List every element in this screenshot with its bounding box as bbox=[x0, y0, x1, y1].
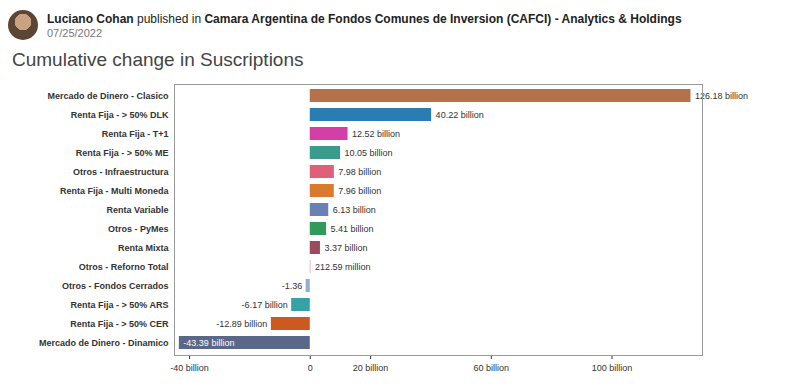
svg-text:Renta Fija - > 50% CER: Renta Fija - > 50% CER bbox=[70, 319, 169, 329]
svg-text:212.59 million: 212.59 million bbox=[315, 262, 371, 272]
svg-text:12.52 billion: 12.52 billion bbox=[352, 129, 400, 139]
svg-text:100 billion: 100 billion bbox=[592, 363, 633, 373]
svg-text:20 billion: 20 billion bbox=[353, 363, 389, 373]
svg-text:-40 billion: -40 billion bbox=[170, 363, 209, 373]
svg-text:7.98 billion: 7.98 billion bbox=[338, 167, 381, 177]
svg-text:Renta Fija - > 50% DLK: Renta Fija - > 50% DLK bbox=[71, 110, 169, 120]
svg-text:-1.36: -1.36 bbox=[282, 281, 303, 291]
svg-text:Renta Fija - Multi Moneda: Renta Fija - Multi Moneda bbox=[60, 186, 169, 196]
svg-text:-6.17 billion: -6.17 billion bbox=[242, 300, 288, 310]
svg-text:6.13 billion: 6.13 billion bbox=[333, 205, 376, 215]
html-text:Luciano Cohan published in Cam: Luciano Cohan published in Camara Argent… bbox=[47, 11, 682, 26]
svg-text:Mercado de Dinero - Dinamico: Mercado de Dinero - Dinamico bbox=[39, 338, 169, 348]
html-text:07/25/2022: 07/25/2022 bbox=[47, 26, 103, 39]
svg-text:10.05 billion: 10.05 billion bbox=[345, 148, 393, 158]
svg-text:Renta Fija - > 50% ME: Renta Fija - > 50% ME bbox=[76, 148, 169, 158]
svg-text:3.37 billion: 3.37 billion bbox=[324, 243, 367, 253]
svg-text:-43.39 billion: -43.39 billion bbox=[183, 338, 234, 348]
svg-text:Otros - Reforno Total: Otros - Reforno Total bbox=[79, 262, 169, 272]
html-text:Cumulative change in Suscripti: Cumulative change in Suscriptions bbox=[12, 49, 304, 70]
svg-text:40.22 billion: 40.22 billion bbox=[436, 110, 484, 120]
svg-text:-12.89 billion: -12.89 billion bbox=[216, 319, 267, 329]
svg-text:126.18 billion: 126.18 billion bbox=[695, 90, 748, 101]
svg-text:Otros - Infraestructura: Otros - Infraestructura bbox=[73, 167, 170, 177]
svg-text:Renta Fija - T+1: Renta Fija - T+1 bbox=[102, 129, 169, 139]
svg-text:5.41 billion: 5.41 billion bbox=[331, 224, 374, 234]
svg-text:0: 0 bbox=[308, 363, 313, 373]
svg-text:Otros - Fondos Cerrados: Otros - Fondos Cerrados bbox=[62, 281, 169, 291]
svg-text:Renta Mixta: Renta Mixta bbox=[118, 243, 170, 253]
svg-text:60 billion: 60 billion bbox=[474, 363, 510, 373]
svg-text:Mercado de Dinero - Clasico: Mercado de Dinero - Clasico bbox=[47, 91, 169, 101]
svg-text:7.96 billion: 7.96 billion bbox=[338, 186, 381, 196]
svg-text:Otros - PyMes: Otros - PyMes bbox=[108, 224, 169, 234]
svg-text:Renta Variable: Renta Variable bbox=[106, 205, 168, 215]
svg-text:Renta Fija - > 50% ARS: Renta Fija - > 50% ARS bbox=[71, 300, 169, 310]
